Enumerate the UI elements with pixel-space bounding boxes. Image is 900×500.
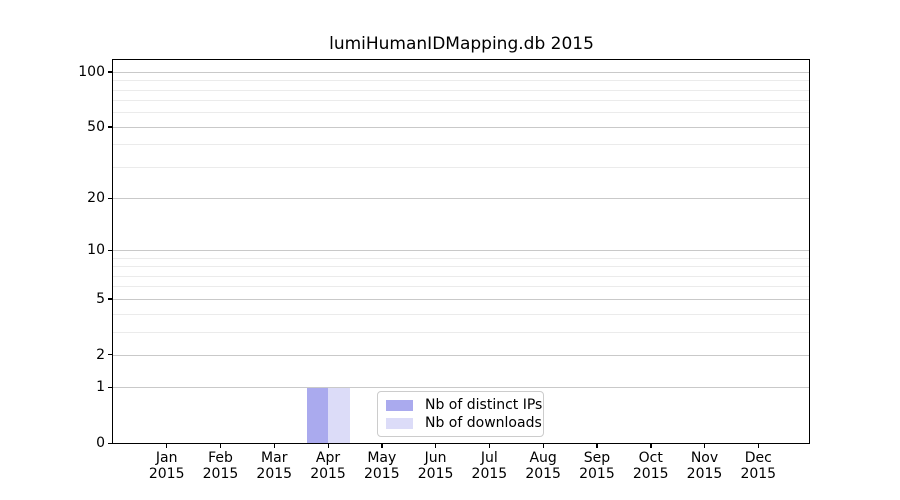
x-axis-tick [650,444,652,448]
y-axis-tick [108,71,112,73]
x-tick-year: 2015 [363,466,400,482]
legend-item: Nb of distinct IPs [386,397,542,413]
x-tick-year: 2015 [310,466,346,482]
y-tick-label: 10 [87,242,105,259]
x-axis-tick [704,444,706,448]
x-tick-year: 2015 [579,466,615,482]
y-tick-label: 0 [96,435,105,451]
legend-label: Nb of downloads [425,415,542,431]
x-tick-year: 2015 [632,466,669,482]
x-tick-month: Oct [638,450,663,466]
legend-label: Nb of distinct IPs [425,397,543,413]
x-tick-label: Jul 2015 [457,450,521,482]
gridline-minor [113,166,810,168]
x-tick-label: Mar 2015 [242,450,306,482]
x-tick-year: 2015 [525,466,561,482]
chart-title: lumiHumanIDMapping.db 2015 [329,34,594,54]
gridline-minor [113,80,810,82]
x-tick-label: Oct 2015 [619,450,683,482]
x-tick-month: May [367,450,397,466]
x-axis-tick [435,444,437,448]
gridline-minor [113,331,810,333]
gridline-minor [113,89,810,91]
y-tick-label: 1 [96,379,105,396]
x-axis-tick [273,444,276,448]
x-tick-month: Sep [583,450,611,466]
x-tick-label: Apr 2015 [296,450,360,482]
bar-distinct-ips [306,387,329,443]
gridline-major [113,354,810,356]
gridline-minor [113,144,810,146]
gridline-major [113,298,810,300]
x-tick-label: Nov 2015 [673,450,737,482]
y-axis-tick [108,249,112,251]
x-tick-year: 2015 [740,466,777,482]
x-tick-month: Aug [529,450,557,466]
gridline-minor [113,112,810,114]
plot-frame [112,59,810,444]
x-tick-year: 2015 [417,466,454,482]
y-axis-tick [108,197,112,199]
gridline-minor [113,100,810,102]
x-tick-label: Sep 2015 [565,450,629,482]
x-tick-month: Dec [744,450,772,466]
x-axis-tick [542,444,544,448]
x-tick-label: Jun 2015 [404,450,468,482]
gridline-major [113,387,810,389]
legend-item: Nb of downloads [386,415,542,431]
x-tick-month: Apr [315,450,341,466]
bar-downloads [328,387,350,443]
x-tick-year: 2015 [202,466,239,482]
y-axis-tick [108,386,112,389]
gridline-minor [113,275,810,277]
gridline-minor [113,257,810,259]
x-axis-tick [327,444,329,448]
x-tick-year: 2015 [256,466,293,482]
x-tick-label: Dec 2015 [726,450,790,482]
x-tick-month: Jul [480,450,498,466]
legend-swatch [386,399,413,411]
y-axis-tick [108,442,112,444]
x-tick-month: Jan [155,450,178,466]
x-tick-year: 2015 [686,466,723,482]
x-tick-label: May 2015 [350,450,414,482]
y-tick-label: 50 [87,118,105,135]
gridline-major [113,71,810,73]
x-tick-year: 2015 [148,466,185,482]
x-tick-label: Aug 2015 [511,450,575,482]
y-axis-tick [108,298,112,300]
y-tick-label: 2 [96,346,105,363]
gridline-major [113,198,810,200]
x-tick-year: 2015 [471,466,508,482]
gridline-major [113,126,810,128]
y-tick-label: 100 [78,63,105,80]
y-axis-tick [108,126,112,128]
gridline-major [113,250,810,252]
gridline-minor [113,286,810,288]
x-axis-tick [219,444,222,448]
x-tick-month: Nov [690,450,719,466]
x-axis-tick [757,444,760,448]
x-axis-tick [488,444,491,448]
y-tick-label: 20 [87,190,105,207]
x-tick-month: Feb [208,450,233,466]
x-axis-tick [381,444,383,448]
x-tick-month: Mar [261,450,288,466]
legend: Nb of distinct IPs Nb of downloads [377,391,544,437]
gridline-minor [113,266,810,268]
x-axis-tick [596,444,598,448]
x-tick-month: Jun [424,450,447,466]
y-tick-label: 5 [96,290,105,307]
gridline-minor [113,313,810,315]
x-axis-tick [166,444,168,448]
x-tick-label: Feb 2015 [188,450,252,482]
x-tick-label: Jan 2015 [135,450,199,482]
y-axis-tick [108,354,112,356]
legend-swatch [386,417,413,429]
